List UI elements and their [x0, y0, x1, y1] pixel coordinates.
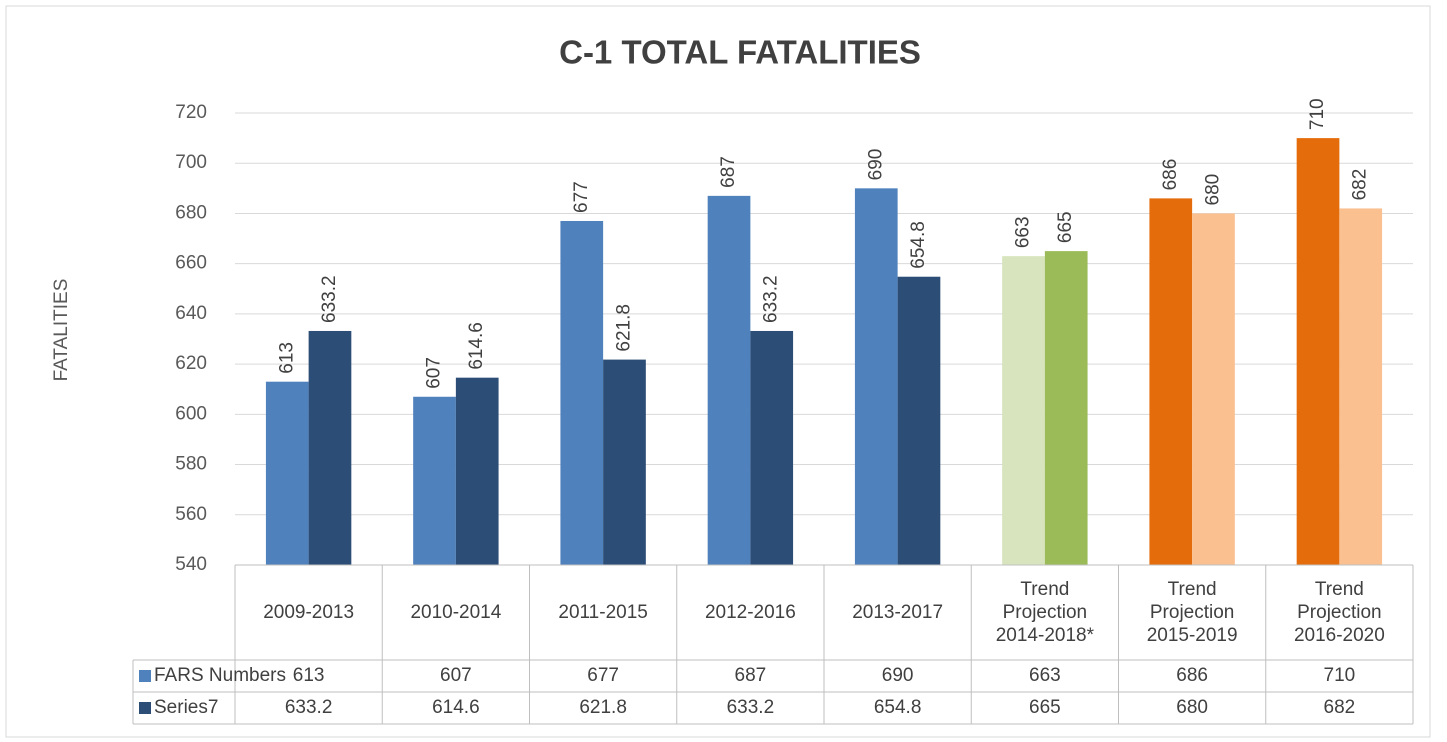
bar — [1339, 208, 1383, 565]
data-label: 680 — [1202, 174, 1223, 206]
data-label: 663 — [1013, 216, 1034, 248]
y-axis-label: FATALITIES — [51, 279, 72, 382]
bar — [854, 188, 898, 566]
y-tick-label: 700 — [175, 152, 207, 173]
data-label: 607 — [424, 357, 445, 389]
bar — [750, 330, 794, 565]
data-label: 633.2 — [761, 275, 782, 323]
legend-label: FARS Numbers — [154, 665, 286, 686]
table-value: 654.8 — [874, 697, 922, 718]
data-label: 687 — [718, 156, 739, 188]
data-label: 613 — [276, 342, 297, 374]
legend-label: Series7 — [154, 697, 218, 718]
data-label: 621.8 — [613, 304, 634, 352]
data-label: 682 — [1350, 169, 1371, 201]
legend-key — [139, 702, 151, 714]
x-tick-label: Trend Projection 2015-2019 — [1146, 579, 1238, 646]
table-value: 687 — [735, 665, 767, 686]
table-value: 682 — [1324, 697, 1356, 718]
data-label: 686 — [1160, 159, 1181, 191]
bar — [308, 330, 352, 565]
y-tick-label: 600 — [175, 403, 207, 424]
y-tick-label: 720 — [175, 102, 207, 123]
table-value: 621.8 — [579, 697, 627, 718]
data-label: 665 — [1055, 211, 1076, 243]
bar — [413, 396, 456, 565]
x-tick-label: 2011-2015 — [558, 602, 648, 623]
table-value: 607 — [440, 665, 472, 686]
table-value: 686 — [1176, 665, 1208, 686]
data-label: 614.6 — [466, 322, 487, 370]
table-value: 690 — [882, 665, 914, 686]
bar — [1192, 213, 1235, 565]
bar — [455, 377, 499, 565]
table-value: 677 — [587, 665, 619, 686]
bar — [707, 195, 751, 565]
table-value: 633.2 — [285, 697, 333, 718]
y-tick-label: 580 — [175, 454, 207, 475]
data-label: 654.8 — [908, 221, 929, 269]
data-label: 710 — [1307, 98, 1328, 130]
table-value: 663 — [1029, 665, 1061, 686]
data-label: 690 — [865, 149, 886, 181]
table-value: 614.6 — [432, 697, 480, 718]
bar — [1002, 256, 1045, 565]
y-tick-label: 560 — [175, 504, 207, 525]
y-tick-label: 660 — [175, 253, 207, 274]
x-tick-label: 2013-2017 — [852, 602, 944, 623]
y-tick-label: 540 — [175, 554, 207, 575]
y-tick-label: 680 — [175, 202, 207, 223]
x-tick-label: Trend Projection 2014-2018* — [995, 579, 1094, 646]
data-label: 677 — [571, 181, 592, 213]
y-tick-label: 620 — [175, 353, 207, 374]
table-value: 680 — [1176, 697, 1208, 718]
y-tick-label: 640 — [175, 303, 207, 324]
x-tick-label: Trend Projection 2016-2020 — [1293, 579, 1385, 646]
table-value: 633.2 — [727, 697, 775, 718]
bar — [1149, 198, 1193, 565]
bar — [1296, 138, 1340, 565]
x-tick-label: 2010-2014 — [410, 602, 502, 623]
bar — [265, 381, 309, 565]
bar — [560, 220, 604, 565]
chart-title: C-1 TOTAL FATALITIES — [559, 34, 921, 71]
x-tick-label: 2012-2016 — [704, 602, 796, 623]
legend-key — [139, 670, 151, 682]
table-value: 613 — [293, 665, 325, 686]
table-value: 710 — [1324, 665, 1356, 686]
bar — [603, 359, 646, 565]
table-value: 665 — [1029, 697, 1061, 718]
x-tick-label: 2009-2013 — [263, 602, 355, 623]
bar — [1044, 251, 1088, 565]
bar — [897, 276, 941, 565]
data-label: 633.2 — [319, 275, 340, 323]
